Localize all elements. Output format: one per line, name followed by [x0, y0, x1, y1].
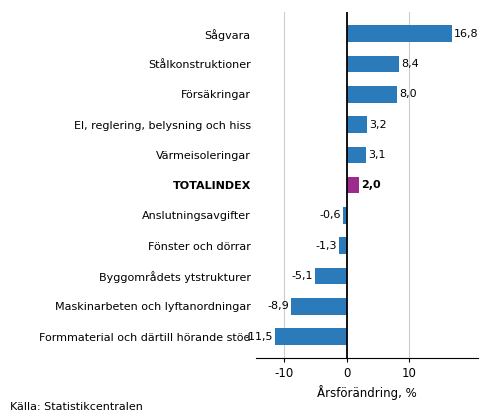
Text: 2,0: 2,0 — [361, 180, 381, 190]
Text: 3,2: 3,2 — [369, 119, 387, 129]
Text: -11,5: -11,5 — [245, 332, 273, 342]
Text: 8,0: 8,0 — [399, 89, 417, 99]
Text: 16,8: 16,8 — [454, 29, 479, 39]
Text: 3,1: 3,1 — [368, 150, 386, 160]
Text: -8,9: -8,9 — [268, 301, 289, 311]
Bar — [339, 238, 347, 254]
Text: Källa: Statistikcentralen: Källa: Statistikcentralen — [10, 402, 143, 412]
Text: -1,3: -1,3 — [316, 241, 337, 251]
Bar — [275, 328, 347, 345]
Bar — [347, 25, 452, 42]
Bar — [343, 207, 347, 224]
Text: -0,6: -0,6 — [320, 210, 341, 220]
X-axis label: Årsförändring, %: Årsförändring, % — [317, 385, 417, 400]
Bar — [315, 267, 347, 284]
Bar — [347, 177, 359, 193]
Text: -5,1: -5,1 — [292, 271, 313, 281]
Bar — [347, 86, 397, 103]
Text: 8,4: 8,4 — [401, 59, 419, 69]
Bar — [347, 56, 399, 72]
Bar — [291, 298, 347, 314]
Bar — [347, 146, 366, 163]
Bar — [347, 116, 367, 133]
